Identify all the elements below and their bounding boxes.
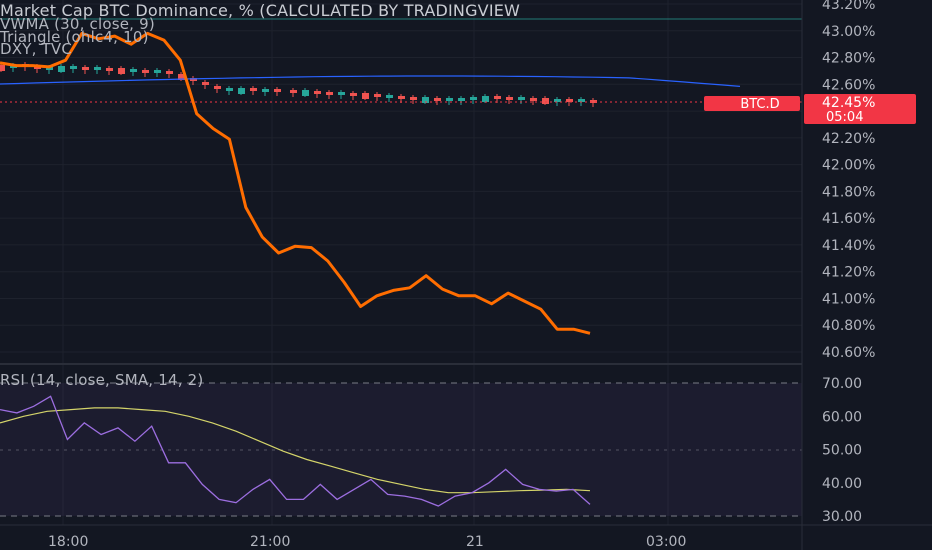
candle-body: [338, 92, 345, 95]
candle-body: [362, 93, 369, 99]
rsi-axis-label: 60.00: [822, 409, 862, 425]
candle-body: [482, 96, 489, 102]
rsi-axis[interactable]: 70.00 60.00 50.00 40.00 30.00: [822, 376, 862, 525]
countdown-timer: 05:04: [826, 110, 863, 125]
symbol-tag-label: BTC.D: [740, 97, 779, 112]
candle-body: [290, 90, 297, 93]
candle-body: [422, 97, 429, 103]
candle-body: [178, 74, 185, 80]
legend-vwma[interactable]: VWMA (30, close, 9): [0, 15, 155, 33]
time-label-0300: 03:00: [646, 534, 686, 550]
candle-body: [542, 98, 549, 104]
candle-body: [142, 70, 149, 73]
candle-body: [190, 78, 197, 81]
vertical-grid: [62, 0, 669, 525]
price-axis-label: 42.60%: [822, 77, 875, 93]
last-price-badge: [804, 94, 916, 124]
price-axis-label: 42.80%: [822, 51, 875, 67]
price-axis-label: 42.20%: [822, 131, 875, 147]
legend-triangle[interactable]: Triangle (ohlc4, 10): [0, 28, 149, 46]
rsi-axis-label: 40.00: [822, 476, 862, 492]
price-axis-label: 40.60%: [822, 345, 875, 361]
candle-body: [130, 69, 137, 72]
candle-body: [94, 67, 101, 70]
candle-body: [590, 100, 597, 103]
rsi-axis-label: 70.00: [822, 376, 862, 392]
candle-body: [410, 97, 417, 100]
candle-body: [530, 98, 537, 101]
candle-body: [82, 67, 89, 70]
candle-body: [238, 88, 245, 94]
candle-body: [446, 98, 453, 101]
candle-body: [166, 71, 173, 74]
candle-body: [106, 68, 113, 71]
candle-body: [398, 96, 405, 99]
symbol-tag: [704, 96, 800, 111]
candle-body: [262, 89, 269, 92]
candle-body: [214, 86, 221, 89]
price-axis-label: 40.80%: [822, 318, 875, 334]
price-axis-label: 43.20%: [822, 0, 875, 13]
price-axis-label: 42.00%: [822, 158, 875, 174]
price-axis-label: 41.20%: [822, 265, 875, 281]
price-axis-label: 41.40%: [822, 238, 875, 254]
last-price-value: 42.45%: [822, 95, 875, 111]
candle-body: [458, 98, 465, 101]
legend-rsi[interactable]: RSI (14, close, SMA, 14, 2): [0, 371, 204, 389]
candle-body: [554, 99, 561, 102]
candle-body: [70, 66, 77, 69]
candle-body: [314, 91, 321, 94]
time-label-day-21: 21: [466, 534, 484, 550]
rsi-axis-label: 50.00: [822, 443, 862, 459]
candle-body: [154, 70, 161, 73]
candle-body: [470, 97, 477, 100]
candle-body: [578, 99, 585, 102]
candle-body: [46, 67, 53, 70]
candle-body: [566, 99, 573, 102]
candle-body: [302, 90, 309, 96]
candles: [0, 62, 597, 107]
candle-body: [374, 94, 381, 97]
candle-body: [250, 88, 257, 91]
candle-body: [386, 95, 393, 98]
vwma-line: [0, 75, 741, 87]
rsi-line: [0, 395, 591, 507]
rsi-axis-label: 30.00: [822, 509, 862, 525]
candle-body: [226, 88, 233, 91]
candle-body: [434, 98, 441, 101]
dxy-series-line: [0, 31, 591, 335]
price-axis-label: 41.80%: [822, 184, 875, 200]
candle-body: [494, 96, 501, 99]
legend-dxy[interactable]: DXY, TVC: [0, 40, 73, 58]
candle-body: [58, 66, 65, 72]
candle-body: [326, 92, 333, 95]
candle-body: [518, 97, 525, 100]
price-axis-label: 41.00%: [822, 291, 875, 307]
candle-body: [506, 97, 513, 100]
candle-body: [274, 89, 281, 92]
candle-body: [0, 65, 5, 71]
time-label-1800: 18:00: [48, 534, 88, 550]
candle-body: [350, 93, 357, 96]
candle-body: [118, 68, 125, 74]
candle-body: [202, 82, 209, 85]
time-label-2100: 21:00: [250, 534, 290, 550]
candle-body: [34, 66, 41, 69]
legend-title[interactable]: Market Cap BTC Dominance, % (CALCULATED …: [0, 1, 521, 20]
price-axis[interactable]: 43.20% 43.00% 42.80% 42.60% 42.20% 42.00% 41.8…: [822, 0, 875, 361]
price-grid: [0, 3, 802, 353]
price-axis-label: 41.60%: [822, 211, 875, 227]
rsi-ma-line: [0, 407, 591, 494]
price-axis-label: 43.00%: [822, 24, 875, 40]
